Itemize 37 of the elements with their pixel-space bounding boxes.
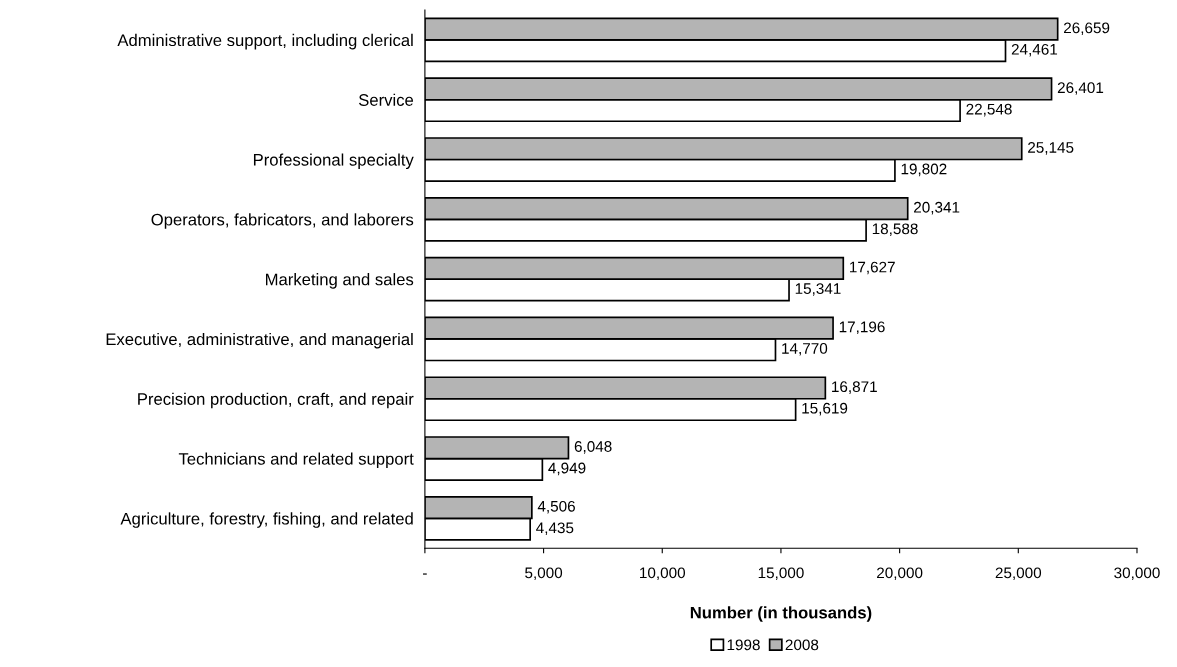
x-tick-label: 10,000 (640, 567, 686, 581)
data-label: 22,548 (966, 103, 1012, 117)
data-label: 18,588 (872, 223, 918, 236)
data-label: 19,802 (901, 163, 947, 177)
legend-label: 2008 (785, 639, 819, 651)
y-tick-label: Executive, administrative, and managerial (106, 332, 413, 349)
y-tick-label: Precision production, craft, and repair (138, 392, 414, 409)
data-label: 6,048 (574, 441, 612, 454)
x-axis-title: Number (in thousands) (690, 606, 872, 622)
y-tick-label: Marketing and sales (266, 273, 414, 289)
data-label: 17,196 (839, 321, 885, 335)
data-label: 15,341 (795, 283, 841, 296)
x-tick-label: 25,000 (995, 567, 1042, 581)
y-tick-label: Service (358, 93, 414, 106)
y-tick-label: Administrative support, including clerical (117, 33, 413, 50)
x-tick-label: 20,000 (877, 567, 923, 581)
data-label: 26,401 (1057, 82, 1104, 95)
y-tick-label: Technicians and related support (178, 452, 414, 469)
data-label: 20,341 (914, 201, 960, 215)
x-tick-label: 30,000 (1114, 567, 1160, 581)
data-label: 17,627 (850, 261, 895, 275)
data-label: 4,506 (537, 500, 575, 514)
x-tick-label: 15,000 (758, 567, 804, 581)
data-label: 16,871 (832, 381, 877, 394)
data-label: 24,461 (1011, 43, 1058, 57)
y-tick-label: Operators, fabricators, and laborers (151, 213, 414, 229)
data-label: 4,949 (548, 462, 586, 476)
data-label: 26,659 (1064, 22, 1110, 36)
x-tick-label: - (423, 573, 427, 575)
data-label: 25,145 (1028, 142, 1074, 155)
data-label: 14,770 (782, 343, 828, 356)
legend-label: 1998 (727, 639, 760, 651)
y-tick-label: Professional specialty (253, 153, 414, 170)
x-tick-label: 5,000 (525, 567, 563, 581)
data-label: 4,435 (536, 522, 574, 536)
y-tick-label: Agriculture, forestry, fishing, and related (120, 512, 413, 528)
data-label: 15,619 (802, 402, 848, 416)
